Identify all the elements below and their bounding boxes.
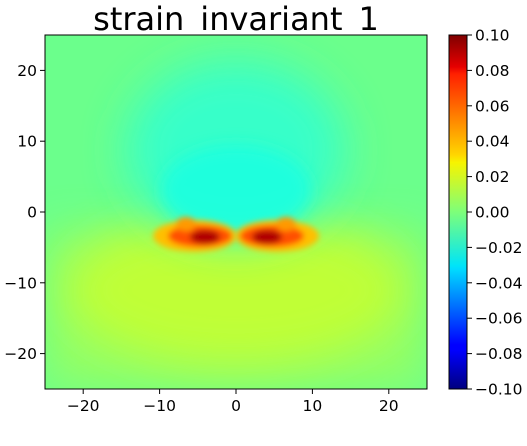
colorbar-tick-label: 0.10 [475,27,510,45]
y-tick-label: 20 [17,62,37,80]
colorbar-tick-label: 0.04 [475,133,510,151]
heatmap-lower-core [66,215,406,365]
x-tick-label: 0 [231,397,241,415]
colorbar-tick-label: −0.06 [475,310,523,328]
colorbar-tick-label: 0.08 [475,62,510,80]
colorbar-tick-label: −0.02 [475,239,523,257]
colorbar-tick-label: −0.08 [475,345,523,363]
colorbar-tick-label: 0.06 [475,97,510,115]
heatmap-plot-area [45,35,427,389]
hot-lobe-right [235,217,319,252]
y-tick-label: 10 [17,133,37,151]
x-axis: −20 −10 0 10 20 [67,389,399,415]
colorbar-axis: 0.10 0.08 0.06 0.04 0.02 0.00 −0.02 −0.04 −0.06 −… [467,27,523,399]
y-tick-label: −20 [4,345,37,363]
x-tick-label: 10 [303,397,323,415]
colorbar-tick-label: 0.00 [475,204,510,222]
colorbar-tick-label: −0.04 [475,274,523,292]
colorbar [448,34,468,390]
x-tick-label: −20 [67,397,100,415]
x-tick-label: 20 [379,397,399,415]
chart-title: strain_invariant_1 [93,0,379,38]
hot-lobe-left [153,217,237,252]
y-tick-label: 0 [27,204,37,222]
heatmap-upper-core [161,145,311,235]
colorbar-tick-label: 0.02 [475,168,510,186]
y-tick-label: −10 [4,274,37,292]
x-tick-label: −10 [143,397,176,415]
colorbar-tick-label: −0.10 [475,381,523,399]
y-axis: −20 −10 0 10 20 [4,62,45,363]
